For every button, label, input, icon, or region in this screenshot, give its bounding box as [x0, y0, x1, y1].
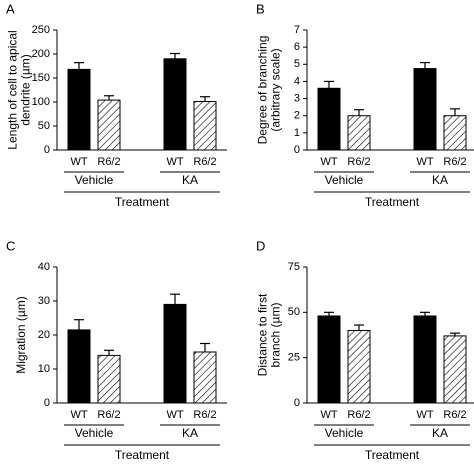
y-tick-label: 1 [294, 127, 300, 139]
group-label: Vehicle [325, 173, 364, 187]
bar [67, 68, 91, 151]
y-tick-label: 3 [294, 92, 300, 104]
group-label: Vehicle [75, 173, 114, 187]
panel-label: A [6, 1, 15, 16]
x-tick-label: R6/2 [347, 409, 370, 421]
y-axis-label: branch (µm) [269, 303, 283, 368]
x-tick-label: R6/2 [97, 156, 120, 168]
chart-panel: D 0 25 50 75 Distance to first branch (µm) WT R6… [256, 238, 474, 462]
y-tick-label: 25 [288, 352, 300, 364]
x-axis-label: Treatment [115, 195, 170, 209]
x-tick-label: R6/2 [347, 156, 370, 168]
x-tick-label: WT [70, 409, 87, 421]
x-axis-label: Treatment [365, 195, 420, 209]
y-axis-label: Migration (µm) [14, 296, 28, 374]
group-label: Vehicle [75, 426, 114, 440]
bar [443, 115, 467, 151]
y-tick-label: 150 [32, 72, 50, 84]
bar [97, 354, 121, 404]
y-tick-label: 200 [32, 48, 50, 60]
bar [443, 335, 467, 404]
y-tick-label: 0 [294, 144, 300, 156]
y-axis-label: (arbitrary scale) [269, 48, 283, 131]
x-tick-label: R6/2 [193, 409, 216, 421]
y-axis-label: dendrite (µm) [19, 54, 33, 126]
y-tick-label: 4 [294, 75, 300, 87]
y-tick-label: 30 [38, 295, 50, 307]
bar [347, 329, 371, 404]
y-tick-label: 0 [44, 397, 50, 409]
y-tick-label: 75 [288, 261, 300, 273]
x-tick-label: R6/2 [443, 409, 466, 421]
chart-panel: C 0 10 20 30 40 Migration (µm) WT R6/2 WT R6/2 Vehi… [6, 238, 227, 462]
y-tick-label: 5 [294, 58, 300, 70]
bar [97, 99, 121, 151]
y-tick-label: 10 [38, 363, 50, 375]
x-tick-label: R6/2 [193, 156, 216, 168]
bar [317, 315, 341, 404]
bar [317, 87, 341, 151]
y-tick-label: 250 [32, 24, 50, 36]
chart-panel: A 0 50 100 150 200 250 Length of cell to apical… [6, 1, 227, 209]
bar [163, 303, 187, 404]
x-tick-label: WT [320, 409, 337, 421]
y-tick-label: 40 [38, 261, 50, 273]
group-label: Vehicle [325, 426, 364, 440]
y-tick-label: 6 [294, 41, 300, 53]
y-tick-label: 0 [294, 397, 300, 409]
group-label: KA [432, 173, 448, 187]
bar [193, 351, 217, 404]
y-tick-label: 7 [294, 24, 300, 36]
group-label: KA [182, 173, 198, 187]
y-tick-label: 50 [288, 306, 300, 318]
panel-label: B [256, 1, 265, 16]
y-tick-label: 50 [38, 120, 50, 132]
x-tick-label: WT [320, 156, 337, 168]
bar [413, 315, 437, 404]
panel-label: C [6, 238, 15, 253]
bar [193, 101, 217, 151]
chart-panel: B 0 1 2 3 4 5 6 7 Degree of branching (arbitrary s… [256, 1, 474, 209]
bar [67, 329, 91, 404]
x-axis-label: Treatment [365, 448, 420, 462]
y-tick-label: 100 [32, 96, 50, 108]
x-tick-label: R6/2 [443, 156, 466, 168]
y-axis-label: Length of cell to apical [6, 30, 20, 149]
y-tick-label: 2 [294, 110, 300, 122]
x-tick-label: WT [166, 156, 183, 168]
x-tick-label: R6/2 [97, 409, 120, 421]
x-tick-label: WT [70, 156, 87, 168]
group-label: KA [432, 426, 448, 440]
x-tick-label: WT [416, 156, 433, 168]
x-tick-label: WT [416, 409, 433, 421]
panel-label: D [256, 238, 265, 253]
y-axis-label: Distance to first [256, 293, 270, 376]
group-label: KA [182, 426, 198, 440]
x-axis-label: Treatment [115, 448, 170, 462]
y-tick-label: 0 [44, 144, 50, 156]
y-tick-label: 20 [38, 329, 50, 341]
x-tick-label: WT [166, 409, 183, 421]
y-axis-label: Degree of branching [256, 36, 270, 145]
bar [413, 68, 437, 151]
bar [347, 115, 371, 151]
bar [163, 58, 187, 151]
